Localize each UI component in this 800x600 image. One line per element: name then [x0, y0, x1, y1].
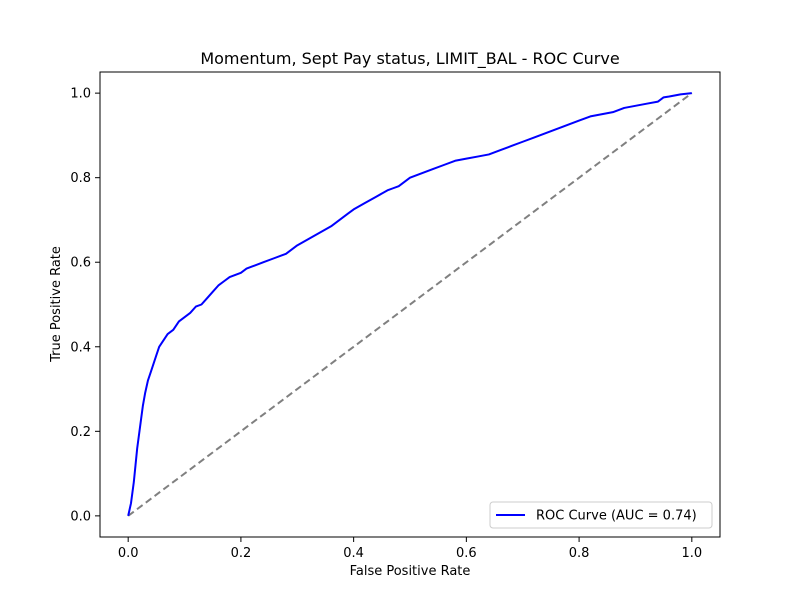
y-tick-label: 0.4 [70, 340, 91, 355]
x-tick-label: 0.4 [343, 546, 364, 561]
plot-frame [99, 71, 721, 538]
y-tick-label: 0.8 [70, 171, 91, 186]
roc-curve-line [127, 92, 692, 517]
y-tick-label: 0.0 [70, 509, 91, 524]
y-tick-label: 1.0 [70, 87, 91, 102]
x-tick-label: 0.6 [456, 546, 477, 561]
y-tick-label: 0.2 [70, 425, 91, 440]
x-axis-ticks: 0.0 0.2 0.4 0.6 0.8 1.0 [118, 537, 702, 561]
y-axis-ticks: 0.0 0.2 0.4 0.6 0.8 1.0 [70, 87, 100, 524]
legend-label: ROC Curve (AUC = 0.74) [536, 509, 697, 524]
x-axis-label: False Positive Rate [350, 564, 471, 579]
x-tick-label: 0.0 [118, 546, 139, 561]
x-tick-label: 0.8 [569, 546, 590, 561]
y-axis-label: True Positive Rate [49, 246, 64, 363]
x-tick-label: 1.0 [681, 546, 702, 561]
y-tick-label: 0.6 [70, 256, 91, 271]
chance-diagonal-line [127, 92, 693, 517]
x-tick-label: 0.2 [231, 546, 252, 561]
legend: ROC Curve (AUC = 0.74) [489, 501, 713, 529]
chart-title: Momentum, Sept Pay status, LIMIT_BAL - R… [200, 49, 619, 69]
legend-box [489, 501, 713, 529]
